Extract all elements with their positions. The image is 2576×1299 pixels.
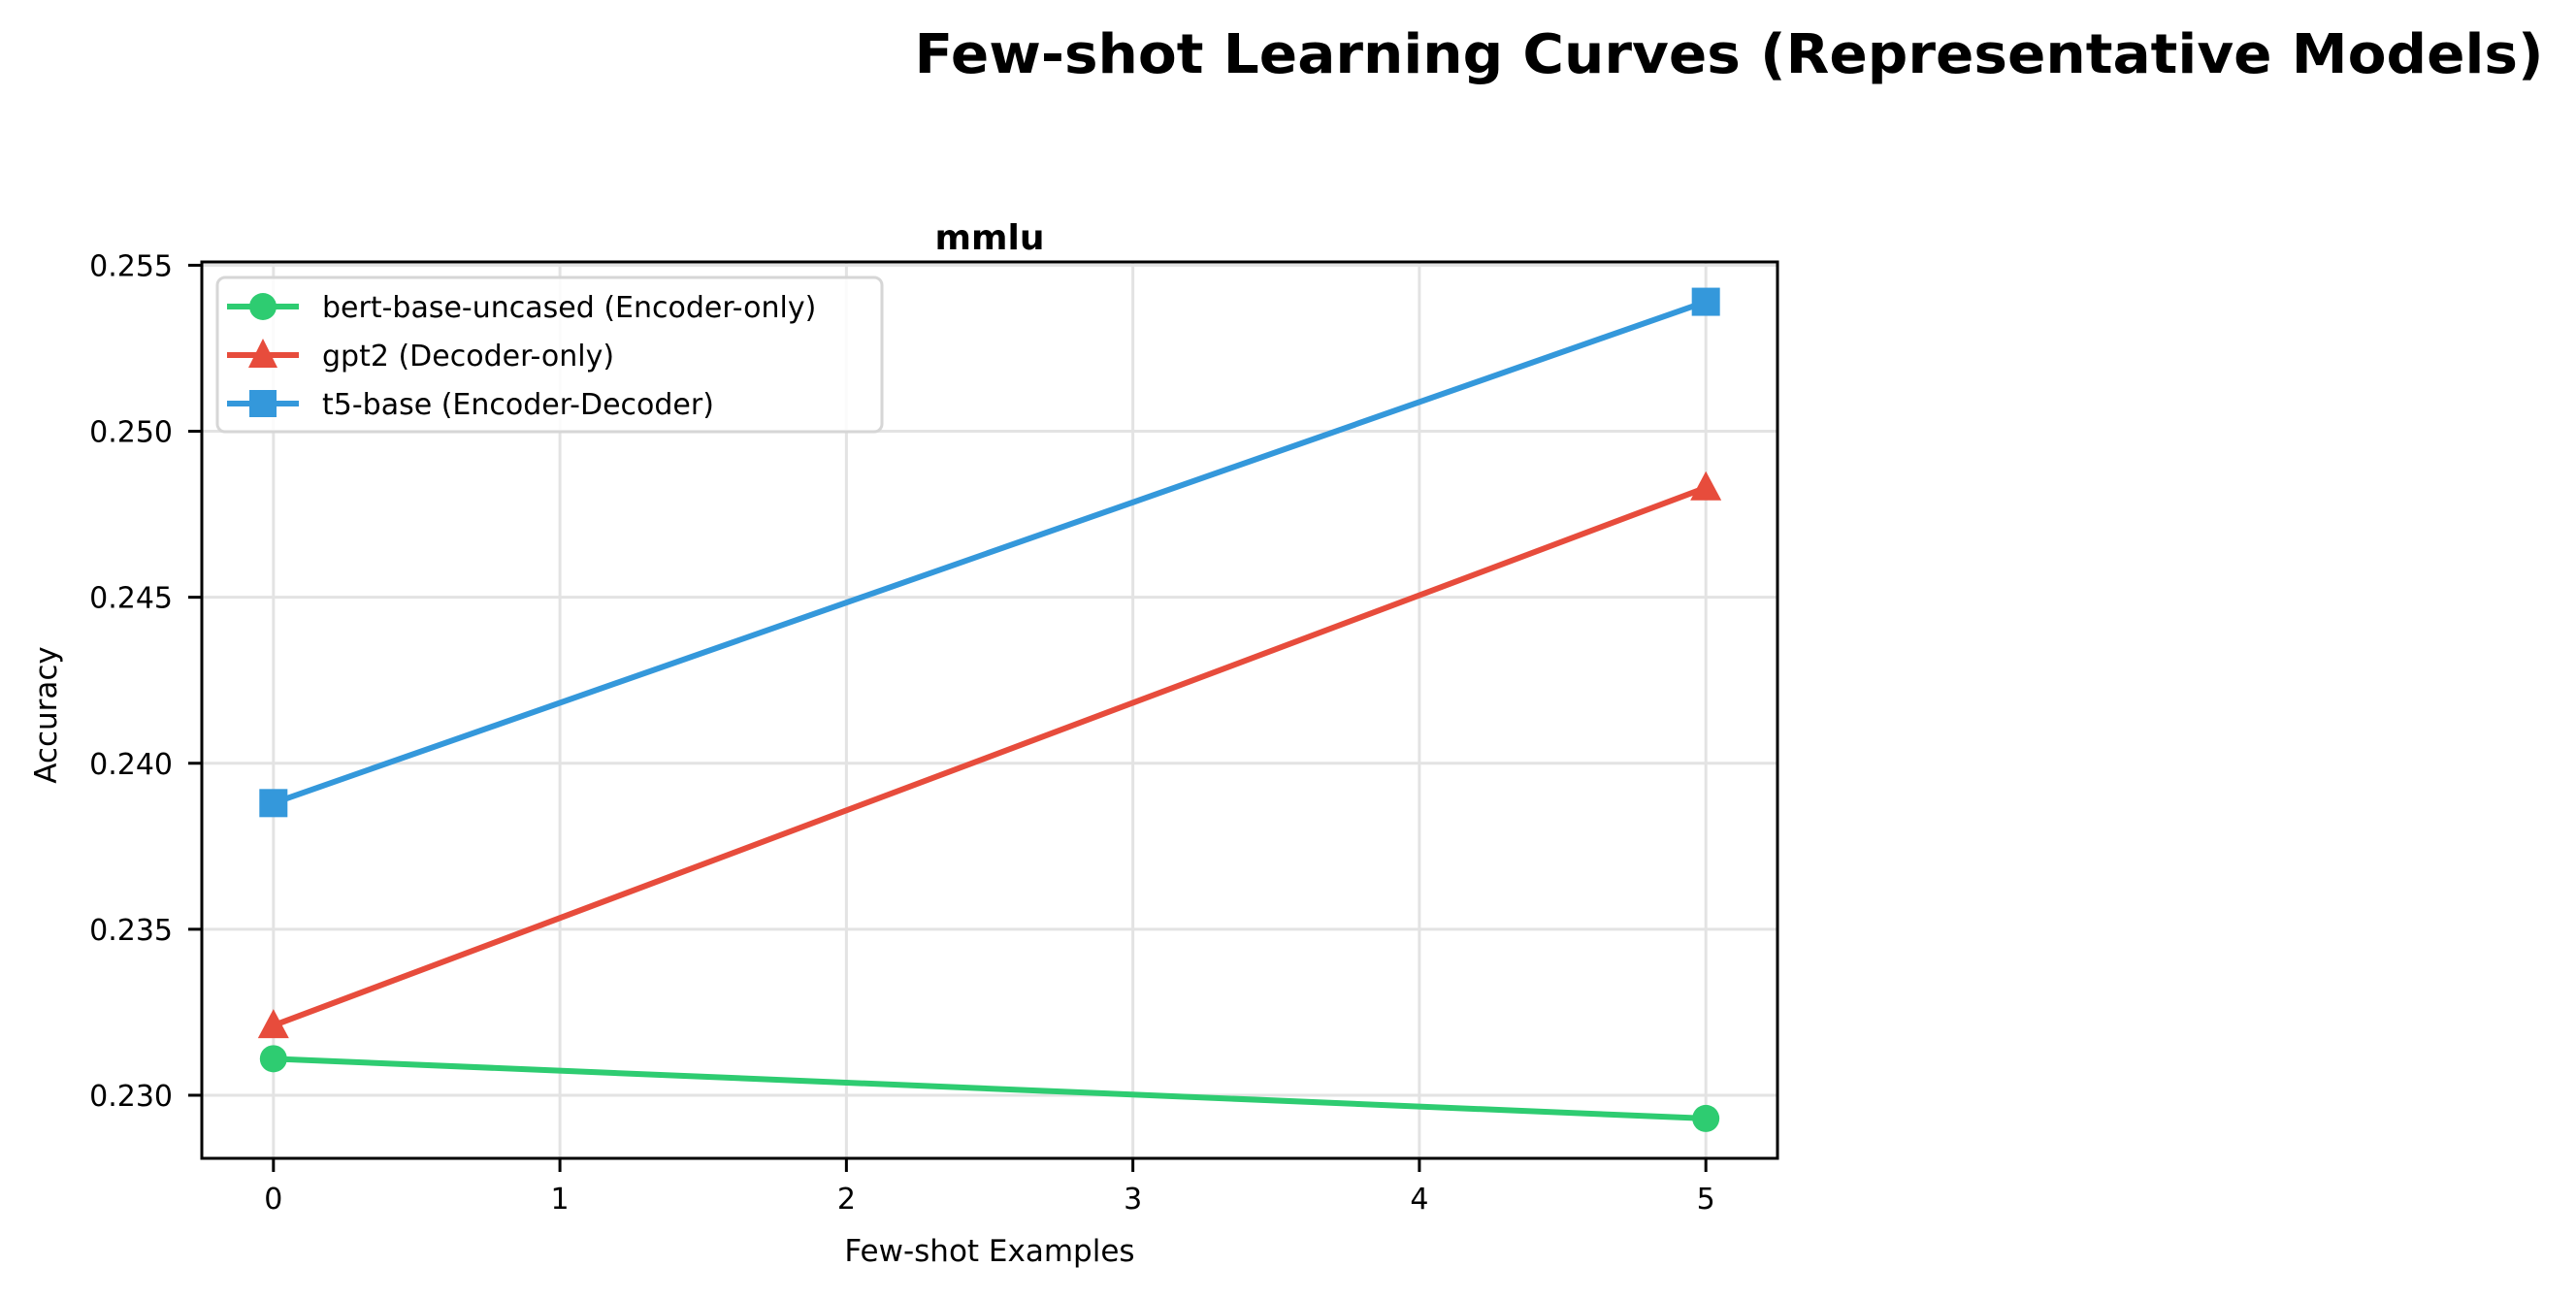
square-marker-icon: [249, 390, 277, 417]
y-tick-label: 0.245: [89, 582, 173, 616]
circle-marker-icon: [259, 1045, 287, 1073]
legend-label-gpt2: gpt2 (Decoder-only): [322, 340, 614, 373]
data-series: [257, 287, 1722, 1132]
triangle-marker-icon: [257, 1009, 289, 1039]
figure-title: Few-shot Learning Curves (Representative…: [915, 23, 2544, 86]
x-tick-label: 5: [1697, 1183, 1715, 1217]
triangle-marker-icon: [1690, 471, 1722, 501]
y-tick-label: 0.250: [89, 416, 173, 450]
x-tick-label: 4: [1410, 1183, 1428, 1217]
legend: bert-base-uncased (Encoder-only) gpt2 (D…: [215, 276, 884, 434]
series-line: [272, 299, 1708, 806]
triangle-marker-icon: [248, 339, 277, 368]
square-marker-icon: [259, 789, 288, 818]
y-tick-label: 0.255: [89, 249, 173, 283]
x-axis-ticks: 0 1 2 3 4 5: [264, 1158, 1715, 1217]
series-line: [273, 1055, 1707, 1121]
legend-label-bert: bert-base-uncased (Encoder-only): [322, 291, 816, 325]
y-tick-label: 0.235: [89, 914, 173, 948]
square-marker-icon: [1691, 287, 1720, 316]
y-tick-label: 0.230: [89, 1080, 173, 1114]
x-tick-label: 2: [837, 1183, 856, 1217]
legend-box: [215, 276, 884, 434]
x-axis-label: Few-shot Examples: [844, 1234, 1134, 1269]
x-tick-label: 1: [551, 1183, 570, 1217]
plot-area-frame: [200, 260, 1779, 1160]
x-tick-label: 3: [1124, 1183, 1142, 1217]
axes-title: mmlu: [935, 218, 1045, 258]
series-line: [272, 484, 1708, 1028]
legend-item-gpt2: gpt2 (Decoder-only): [227, 339, 614, 373]
y-axis-ticks: 0.230 0.235 0.240 0.245 0.250 0.255: [89, 249, 202, 1114]
legend-label-t5: t5-base (Encoder-Decoder): [322, 388, 714, 422]
legend-item-bert: bert-base-uncased (Encoder-only): [227, 291, 816, 325]
y-tick-label: 0.240: [89, 748, 173, 782]
x-tick-label: 0: [264, 1183, 282, 1217]
legend-item-t5: t5-base (Encoder-Decoder): [227, 388, 714, 422]
y-axis-label: Accuracy: [29, 646, 64, 784]
circle-marker-icon: [249, 293, 277, 320]
circle-marker-icon: [1692, 1104, 1720, 1132]
